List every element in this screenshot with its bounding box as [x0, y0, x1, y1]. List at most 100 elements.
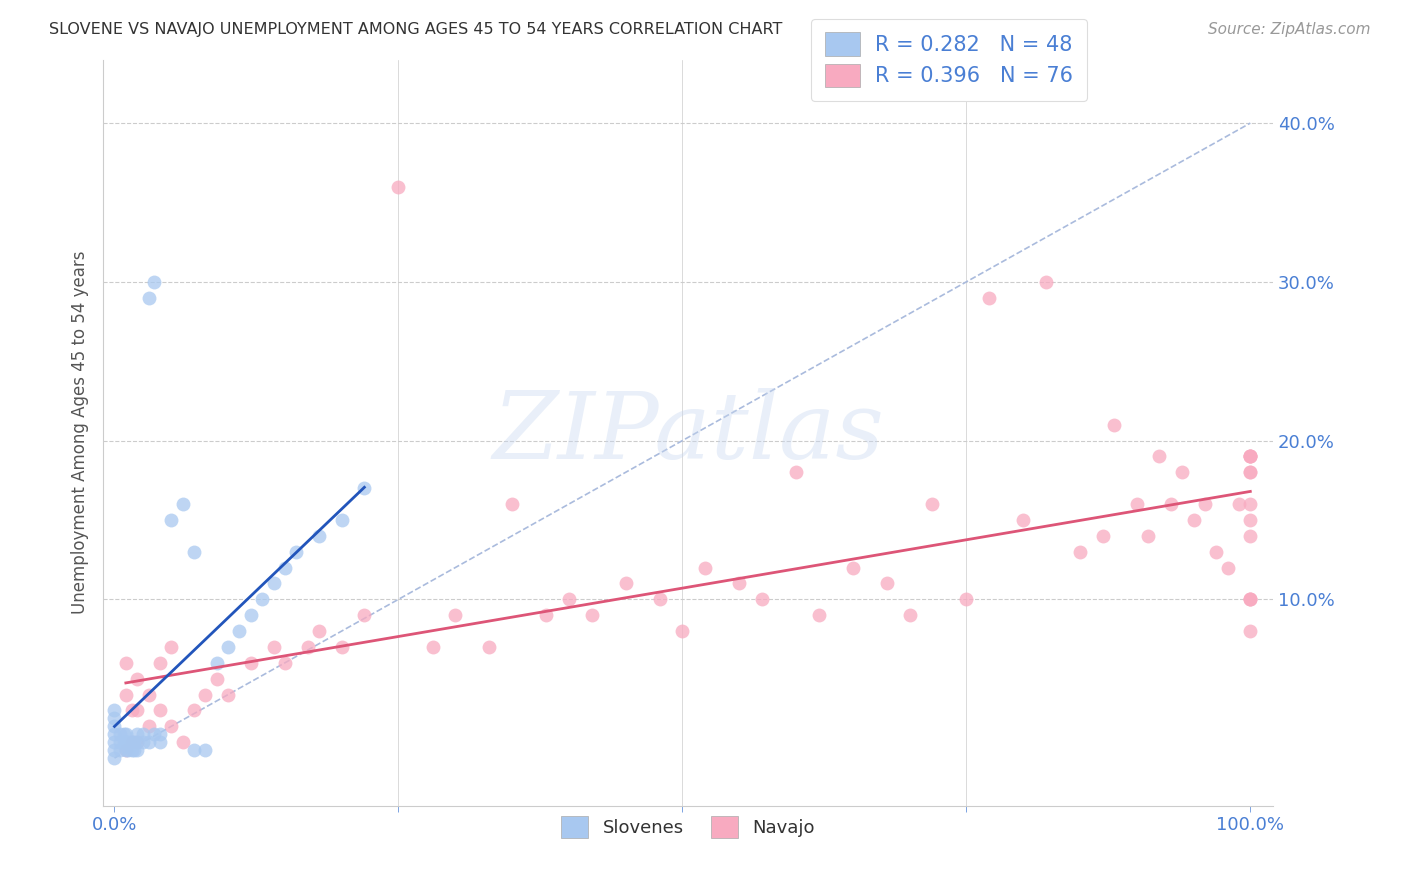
Point: [1069, 545, 1091, 559]
Point: [1091, 529, 1114, 543]
Point: [558, 592, 581, 607]
Point: [112, 735, 135, 749]
Point: [1239, 592, 1261, 607]
Point: [121, 735, 143, 749]
Point: [1205, 545, 1227, 559]
Point: [285, 545, 308, 559]
Legend: Slovenes, Navajo: Slovenes, Navajo: [554, 809, 823, 846]
Point: [648, 592, 671, 607]
Point: [117, 743, 139, 757]
Point: [112, 727, 135, 741]
Point: [308, 624, 330, 638]
Point: [103, 727, 125, 741]
Text: SLOVENE VS NAVAJO UNEMPLOYMENT AMONG AGES 45 TO 54 YEARS CORRELATION CHART: SLOVENE VS NAVAJO UNEMPLOYMENT AMONG AGE…: [49, 22, 783, 37]
Point: [921, 497, 943, 511]
Point: [1239, 497, 1261, 511]
Point: [217, 688, 239, 702]
Point: [239, 656, 262, 670]
Point: [121, 703, 143, 717]
Point: [103, 719, 125, 733]
Point: [297, 640, 319, 654]
Point: [127, 735, 149, 749]
Point: [1239, 624, 1261, 638]
Point: [274, 656, 297, 670]
Point: [132, 727, 155, 741]
Point: [183, 703, 205, 717]
Point: [1137, 529, 1160, 543]
Point: [444, 608, 467, 623]
Point: [274, 560, 297, 574]
Point: [183, 743, 205, 757]
Point: [330, 640, 353, 654]
Point: [1194, 497, 1216, 511]
Point: [1239, 450, 1261, 464]
Point: [138, 719, 160, 733]
Point: [115, 743, 138, 757]
Point: [115, 656, 138, 670]
Point: [671, 624, 693, 638]
Point: [1239, 592, 1261, 607]
Point: [1239, 450, 1261, 464]
Point: [1171, 466, 1194, 480]
Point: [115, 688, 138, 702]
Point: [121, 743, 143, 757]
Point: [1035, 275, 1057, 289]
Point: [108, 727, 131, 741]
Point: [121, 735, 143, 749]
Point: [807, 608, 830, 623]
Point: [138, 291, 160, 305]
Point: [1216, 560, 1239, 574]
Point: [172, 497, 194, 511]
Point: [143, 275, 166, 289]
Point: [149, 727, 172, 741]
Point: [1149, 450, 1171, 464]
Point: [172, 735, 194, 749]
Point: [103, 711, 125, 725]
Point: [239, 608, 262, 623]
Point: [103, 735, 125, 749]
Point: [1239, 466, 1261, 480]
Point: [842, 560, 865, 574]
Point: [422, 640, 444, 654]
Point: [183, 545, 205, 559]
Point: [103, 743, 125, 757]
Point: [308, 529, 330, 543]
Point: [127, 743, 149, 757]
Point: [1102, 417, 1125, 432]
Point: [132, 735, 155, 749]
Point: [1012, 513, 1035, 527]
Point: [263, 640, 285, 654]
Point: [103, 751, 125, 765]
Point: [728, 576, 751, 591]
Point: [115, 727, 138, 741]
Point: [1239, 450, 1261, 464]
Point: [263, 576, 285, 591]
Point: [898, 608, 921, 623]
Point: [194, 688, 217, 702]
Point: [160, 640, 183, 654]
Point: [160, 513, 183, 527]
Text: Source: ZipAtlas.com: Source: ZipAtlas.com: [1208, 22, 1371, 37]
Point: [127, 703, 149, 717]
Point: [160, 719, 183, 733]
Point: [977, 291, 1000, 305]
Point: [108, 743, 131, 757]
Point: [228, 624, 250, 638]
Point: [1160, 497, 1182, 511]
Point: [250, 592, 273, 607]
Point: [108, 735, 131, 749]
Point: [1227, 497, 1250, 511]
Point: [1125, 497, 1147, 511]
Point: [785, 466, 807, 480]
Point: [876, 576, 898, 591]
Point: [1239, 513, 1261, 527]
Point: [127, 672, 149, 686]
Point: [205, 656, 228, 670]
Point: [478, 640, 501, 654]
Y-axis label: Unemployment Among Ages 45 to 54 years: Unemployment Among Ages 45 to 54 years: [72, 251, 89, 615]
Text: ZIPatlas: ZIPatlas: [492, 388, 884, 477]
Point: [205, 672, 228, 686]
Point: [751, 592, 773, 607]
Point: [117, 735, 139, 749]
Point: [115, 743, 138, 757]
